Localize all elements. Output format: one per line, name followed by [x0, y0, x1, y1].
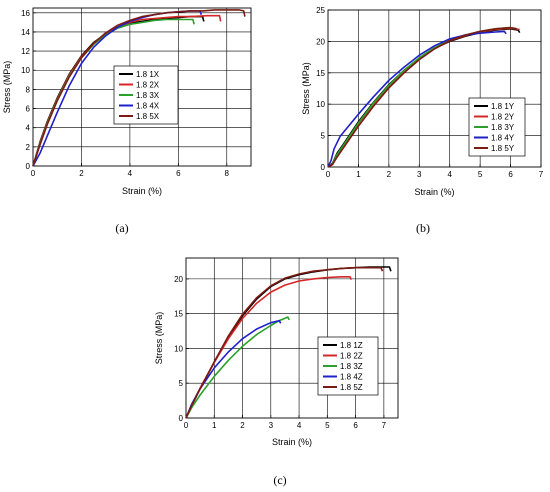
legend-label: 1.8 3X — [136, 91, 160, 100]
x-tick-label: 4 — [447, 170, 452, 179]
y-tick-label: 0 — [321, 163, 326, 172]
y-tick-label: 0 — [26, 162, 31, 171]
y-tick-label: 20 — [174, 275, 183, 284]
x-tick-label: 1 — [356, 170, 361, 179]
x-tick-label: 7 — [539, 170, 544, 179]
x-tick-label: 2 — [240, 421, 245, 430]
series-line — [185, 319, 282, 419]
legend-label: 1.8 1X — [136, 70, 160, 79]
legend-label: 1.8 5Z — [340, 383, 363, 392]
x-tick-label: 8 — [225, 169, 230, 178]
y-tick-label: 2 — [26, 143, 31, 152]
y-tick-label: 15 — [316, 69, 325, 78]
x-tick-label: 3 — [417, 170, 422, 179]
y-axis-label: Stress (MPa) — [2, 61, 12, 114]
x-tick-label: 3 — [269, 421, 274, 430]
chart-panel-0: 0 2 4 6 8 0 2 4 6 8 10 12 14 16 Strain (%) Stress (MPa)… — [2, 7, 252, 235]
series-line — [185, 266, 384, 419]
y-tick-label: 0 — [179, 414, 184, 423]
chart-panel-1: 0 1 2 3 4 5 6 7 0 5 10 15 20 25 Strain (%) Stress (MPa)… — [301, 6, 544, 235]
y-tick-label: 6 — [26, 105, 31, 114]
legend-label: 1.8 3Z — [340, 362, 363, 371]
y-tick-label: 14 — [21, 28, 30, 37]
legend-label: 1.8 4X — [136, 102, 160, 111]
panel-label: (b) — [416, 221, 430, 235]
y-tick-label: 10 — [174, 344, 183, 353]
series-line — [32, 9, 246, 167]
x-tick-label: 6 — [508, 170, 513, 179]
series-line — [185, 316, 290, 419]
plot-frame — [32, 7, 252, 167]
x-tick-label: 2 — [387, 170, 392, 179]
x-tick-label: 2 — [79, 169, 84, 178]
legend-label: 1.8 4Z — [340, 373, 363, 382]
y-tick-label: 25 — [316, 6, 325, 15]
x-tick-label: 4 — [297, 421, 302, 430]
y-tick-label: 5 — [179, 379, 184, 388]
legend-label: 1.8 5Y — [491, 144, 515, 153]
plot-frame — [327, 9, 542, 168]
y-tick-label: 5 — [321, 132, 326, 141]
series-line — [327, 26, 517, 168]
x-tick-label: 0 — [184, 421, 189, 430]
x-tick-label: 6 — [353, 421, 358, 430]
x-tick-label: 6 — [176, 169, 181, 178]
series-line — [327, 30, 507, 168]
x-tick-label: 7 — [382, 421, 387, 430]
x-axis-label: Strain (%) — [122, 186, 162, 196]
legend-label: 1.8 2Z — [340, 352, 363, 361]
y-tick-label: 16 — [21, 9, 30, 18]
x-tick-label: 1 — [212, 421, 217, 430]
y-tick-label: 10 — [21, 66, 30, 75]
panel-label: (c) — [273, 473, 286, 487]
chart-panel-2: 0 1 2 3 4 5 6 7 0 5 10 15 20 Strain (%) Stress (MPa) 1.… — [154, 257, 399, 487]
legend-label: 1.8 2X — [136, 81, 160, 90]
x-axis-label: Strain (%) — [414, 187, 454, 197]
legend-label: 1.8 1Z — [340, 341, 363, 350]
y-tick-label: 15 — [174, 310, 183, 319]
legend-label: 1.8 5X — [136, 112, 160, 121]
x-axis-label: Strain (%) — [272, 437, 312, 447]
legend-label: 1.8 3Y — [491, 123, 515, 132]
x-tick-label: 4 — [128, 169, 133, 178]
y-axis-label: Stress (MPa) — [301, 62, 311, 115]
y-tick-label: 8 — [26, 85, 31, 94]
plot-frame — [185, 257, 399, 419]
y-tick-label: 4 — [26, 124, 31, 133]
legend-label: 1.8 2Y — [491, 113, 515, 122]
y-tick-label: 10 — [316, 100, 325, 109]
legend-label: 1.8 1Y — [491, 102, 515, 111]
y-axis-label: Stress (MPa) — [154, 312, 164, 365]
x-tick-label: 0 — [326, 170, 331, 179]
x-tick-label: 5 — [325, 421, 330, 430]
legend-label: 1.8 4Y — [491, 134, 515, 143]
x-tick-label: 5 — [478, 170, 483, 179]
y-tick-label: 20 — [316, 37, 325, 46]
y-tick-label: 12 — [21, 47, 30, 56]
panel-label: (a) — [115, 221, 128, 235]
x-tick-label: 0 — [31, 169, 36, 178]
